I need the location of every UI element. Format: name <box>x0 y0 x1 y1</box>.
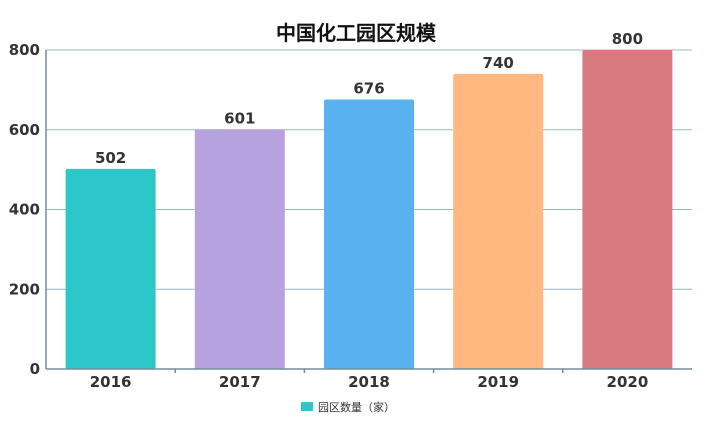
chart-title: 中国化工园区规模 <box>276 21 437 45</box>
x-tick-label: 2016 <box>90 373 132 391</box>
data-label: 800 <box>612 30 643 48</box>
bar-2019[interactable] <box>453 73 544 370</box>
x-tick-label: 2017 <box>219 373 261 391</box>
x-tick-label: 2019 <box>477 373 519 391</box>
x-tick-label: 2018 <box>348 373 390 391</box>
legend-swatch <box>301 402 313 411</box>
x-axis: 2016 2017 2018 2019 2020 <box>46 368 692 391</box>
y-tick-label: 200 <box>9 280 40 298</box>
y-axis: 0 200 400 600 800 <box>9 41 47 378</box>
data-label: 601 <box>224 109 255 127</box>
bar-2016[interactable] <box>65 168 156 369</box>
data-label: 740 <box>483 54 514 72</box>
y-tick-label: 800 <box>9 41 40 59</box>
y-tick-label: 600 <box>9 121 40 139</box>
y-tick-label: 0 <box>30 360 40 378</box>
bars: 502 601 676 740 800 <box>65 30 673 370</box>
data-label: 502 <box>95 149 126 167</box>
bar-2017[interactable] <box>194 129 285 369</box>
bar-2018[interactable] <box>324 99 414 369</box>
legend[interactable]: 园区数量（家） <box>301 400 395 414</box>
x-tick-label: 2020 <box>607 373 649 391</box>
bar-2020[interactable] <box>582 50 673 369</box>
y-tick-label: 400 <box>9 201 40 219</box>
legend-label: 园区数量（家） <box>318 400 395 414</box>
data-label: 676 <box>353 79 384 97</box>
